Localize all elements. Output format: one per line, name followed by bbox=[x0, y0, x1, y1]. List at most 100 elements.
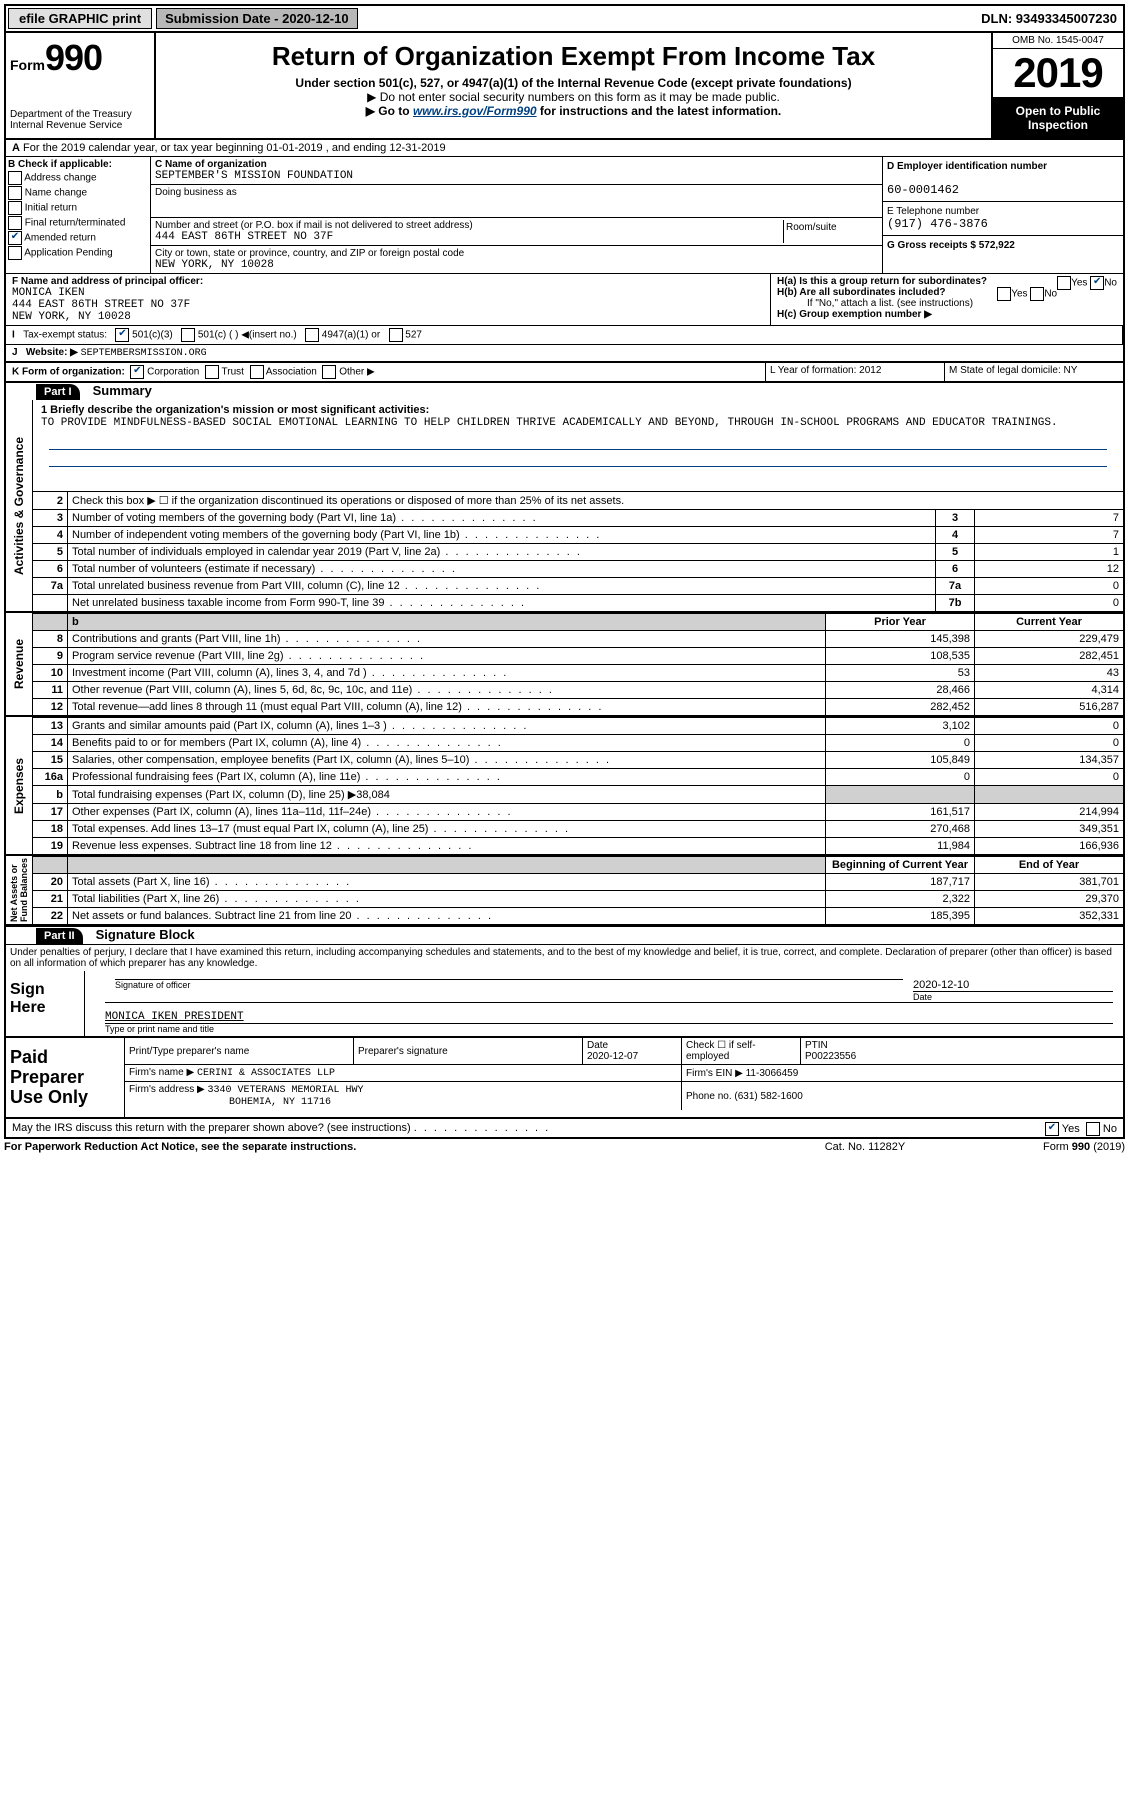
application-pending-check[interactable]: Application Pending bbox=[8, 246, 148, 260]
row-num: 14 bbox=[33, 735, 68, 752]
prep-sig-label: Preparer's signature bbox=[354, 1038, 583, 1065]
city-label: City or town, state or province, country… bbox=[155, 248, 464, 259]
end-year-val: 352,331 bbox=[975, 908, 1124, 925]
sig-date: 2020-12-10 bbox=[913, 979, 1113, 991]
row-desc: Total number of individuals employed in … bbox=[68, 544, 936, 561]
dba-label: Doing business as bbox=[155, 187, 237, 198]
current-year-val: 229,479 bbox=[975, 631, 1124, 648]
box-b: B Check if applicable: Address change Na… bbox=[6, 157, 151, 273]
note-ssn: ▶ Do not enter social security numbers o… bbox=[160, 90, 987, 104]
self-employed-check[interactable]: Check ☐ if self-employed bbox=[682, 1038, 801, 1065]
sig-officer-label: Signature of officer bbox=[115, 979, 903, 990]
room-label: Room/suite bbox=[784, 220, 878, 243]
row-num: 4 bbox=[33, 527, 68, 544]
final-return-check[interactable]: Final return/terminated bbox=[8, 216, 148, 230]
row-box: 7b bbox=[936, 595, 975, 612]
current-year-val: 516,287 bbox=[975, 699, 1124, 716]
phone-label: Phone no. bbox=[686, 1091, 732, 1102]
end-year-val: 381,701 bbox=[975, 874, 1124, 891]
ptin-label: PTIN bbox=[805, 1040, 828, 1051]
city-value: NEW YORK, NY 10028 bbox=[155, 259, 878, 271]
gross-receipts: G Gross receipts $ 572,922 bbox=[887, 240, 1015, 251]
firm-addr1: 3340 VETERANS MEMORIAL HWY bbox=[208, 1085, 364, 1096]
prior-year-val: 53 bbox=[826, 665, 975, 682]
end-year-hdr: End of Year bbox=[975, 857, 1124, 874]
firm-addr-label: Firm's address ▶ bbox=[129, 1084, 205, 1095]
sig-name-label: Type or print name and title bbox=[105, 1023, 1113, 1034]
mission-text: TO PROVIDE MINDFULNESS-BASED SOCIAL EMOT… bbox=[41, 417, 1058, 429]
firm-ein-label: Firm's EIN ▶ bbox=[686, 1068, 743, 1079]
discuss-no-check[interactable] bbox=[1086, 1122, 1100, 1136]
discuss-row: May the IRS discuss this return with the… bbox=[4, 1119, 1125, 1139]
footer-mid: Cat. No. 11282Y bbox=[765, 1141, 965, 1153]
row-desc: Contributions and grants (Part VIII, lin… bbox=[68, 631, 826, 648]
tel-label: E Telephone number bbox=[887, 206, 979, 217]
current-year-val: 4,314 bbox=[975, 682, 1124, 699]
row-box: 3 bbox=[936, 510, 975, 527]
part-i-header: Part I Summary bbox=[4, 383, 1125, 400]
row-num: 22 bbox=[33, 908, 68, 925]
line-a-text: For the 2019 calendar year, or tax year … bbox=[23, 142, 446, 154]
prior-year-val: 105,849 bbox=[826, 752, 975, 769]
tel-value: (917) 476-3876 bbox=[887, 217, 988, 231]
discuss-yes-check[interactable] bbox=[1045, 1122, 1059, 1136]
amended-return-check[interactable]: Amended return bbox=[8, 231, 148, 245]
row-desc: Program service revenue (Part VIII, line… bbox=[68, 648, 826, 665]
org-name-label: C Name of organization bbox=[155, 159, 267, 170]
row-box: 5 bbox=[936, 544, 975, 561]
website-value: SEPTEMBERSMISSION.ORG bbox=[81, 348, 207, 359]
row-box: 6 bbox=[936, 561, 975, 578]
irs-link[interactable]: www.irs.gov/Form990 bbox=[413, 104, 537, 118]
addr-change-check[interactable]: Address change bbox=[8, 171, 148, 185]
part-ii-header: Part II Signature Block bbox=[4, 926, 1125, 944]
row-desc: Total expenses. Add lines 13–17 (must eq… bbox=[68, 821, 826, 838]
initial-return-check[interactable]: Initial return bbox=[8, 201, 148, 215]
row-num: 6 bbox=[33, 561, 68, 578]
row-desc: Total revenue—add lines 8 through 11 (mu… bbox=[68, 699, 826, 716]
current-year-val: 166,936 bbox=[975, 838, 1124, 855]
row-desc: Total assets (Part X, line 16) bbox=[68, 874, 826, 891]
form-990-page: efile GRAPHIC print Submission Date - 20… bbox=[0, 0, 1129, 1159]
end-year-val: 29,370 bbox=[975, 891, 1124, 908]
tax-exempt-row: I Tax-exempt status: 501(c)(3) 501(c) ( … bbox=[6, 326, 1123, 344]
rev-b-label: b bbox=[68, 614, 826, 631]
discuss-text: May the IRS discuss this return with the… bbox=[12, 1122, 411, 1134]
row-desc: Total liabilities (Part X, line 26) bbox=[68, 891, 826, 908]
footer-right: Form 990 (2019) bbox=[965, 1141, 1125, 1153]
row-num: 8 bbox=[33, 631, 68, 648]
row-desc: Total unrelated business revenue from Pa… bbox=[68, 578, 936, 595]
vtab-expenses: Expenses bbox=[6, 717, 33, 854]
prior-year-val: 11,984 bbox=[826, 838, 975, 855]
revenue-table: b Prior Year Current Year8 Contributions… bbox=[33, 613, 1123, 715]
open-public-label: Open to Public Inspection bbox=[993, 98, 1123, 138]
firm-ein: 11-3066459 bbox=[746, 1068, 799, 1079]
current-year-val: 214,994 bbox=[975, 804, 1124, 821]
box-f: F Name and address of principal officer:… bbox=[6, 274, 771, 325]
row-desc: Benefits paid to or for members (Part IX… bbox=[68, 735, 826, 752]
row-desc: Total fundraising expenses (Part IX, col… bbox=[68, 786, 826, 804]
row-val: 0 bbox=[975, 595, 1124, 612]
h-note: If "No," attach a list. (see instruction… bbox=[777, 298, 1117, 309]
governance-table: 2 Check this box ▶ ☐ if the organization… bbox=[33, 491, 1123, 611]
part-ii-tab: Part II bbox=[36, 928, 83, 944]
expenses-table: 13 Grants and similar amounts paid (Part… bbox=[33, 717, 1123, 854]
form-num: 990 bbox=[45, 37, 102, 78]
form-org-row: K Form of organization: Corporation Trus… bbox=[6, 363, 766, 381]
row-num: 16a bbox=[33, 769, 68, 786]
row-num: 13 bbox=[33, 718, 68, 735]
name-change-check[interactable]: Name change bbox=[8, 186, 148, 200]
current-year-val: 0 bbox=[975, 769, 1124, 786]
prior-year-val: 28,466 bbox=[826, 682, 975, 699]
row-desc: Revenue less expenses. Subtract line 18 … bbox=[68, 838, 826, 855]
row-desc: Grants and similar amounts paid (Part IX… bbox=[68, 718, 826, 735]
officer-name: MONICA IKEN bbox=[12, 287, 764, 299]
year-formation: L Year of formation: 2012 bbox=[766, 363, 945, 381]
row-num: 17 bbox=[33, 804, 68, 821]
efile-print-button[interactable]: efile GRAPHIC print bbox=[8, 8, 152, 29]
prior-year-val: 108,535 bbox=[826, 648, 975, 665]
firm-name-label: Firm's name ▶ bbox=[129, 1067, 194, 1078]
mission-section: 1 Briefly describe the organization's mi… bbox=[33, 400, 1123, 491]
row-desc: Number of voting members of the governin… bbox=[68, 510, 936, 527]
topbar: efile GRAPHIC print Submission Date - 20… bbox=[4, 4, 1125, 33]
beg-year-val: 2,322 bbox=[826, 891, 975, 908]
